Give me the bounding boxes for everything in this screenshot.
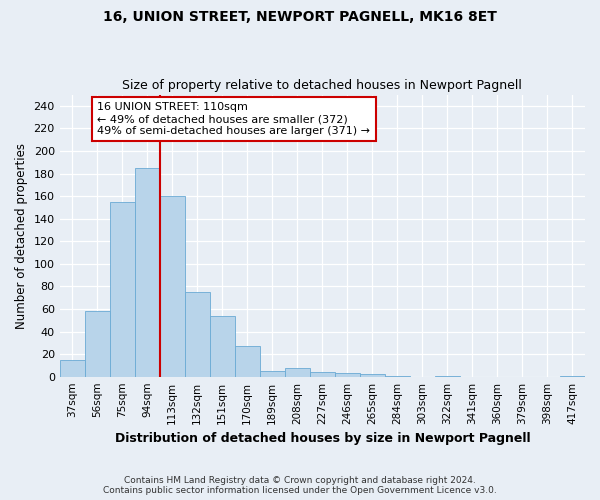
- Bar: [210, 316, 235, 376]
- X-axis label: Distribution of detached houses by size in Newport Pagnell: Distribution of detached houses by size …: [115, 432, 530, 445]
- Bar: [185, 292, 210, 376]
- Bar: [135, 168, 160, 376]
- Text: 16, UNION STREET, NEWPORT PAGNELL, MK16 8ET: 16, UNION STREET, NEWPORT PAGNELL, MK16 …: [103, 10, 497, 24]
- Bar: [235, 346, 260, 376]
- Text: Contains HM Land Registry data © Crown copyright and database right 2024.
Contai: Contains HM Land Registry data © Crown c…: [103, 476, 497, 495]
- Text: 16 UNION STREET: 110sqm
← 49% of detached houses are smaller (372)
49% of semi-d: 16 UNION STREET: 110sqm ← 49% of detache…: [97, 102, 370, 136]
- Bar: [260, 371, 285, 376]
- Bar: [160, 196, 185, 376]
- Bar: [110, 202, 135, 376]
- Title: Size of property relative to detached houses in Newport Pagnell: Size of property relative to detached ho…: [122, 79, 522, 92]
- Bar: [85, 311, 110, 376]
- Y-axis label: Number of detached properties: Number of detached properties: [15, 142, 28, 328]
- Bar: [285, 368, 310, 376]
- Bar: [59, 360, 85, 376]
- Bar: [335, 374, 360, 376]
- Bar: [310, 372, 335, 376]
- Bar: [360, 374, 385, 376]
